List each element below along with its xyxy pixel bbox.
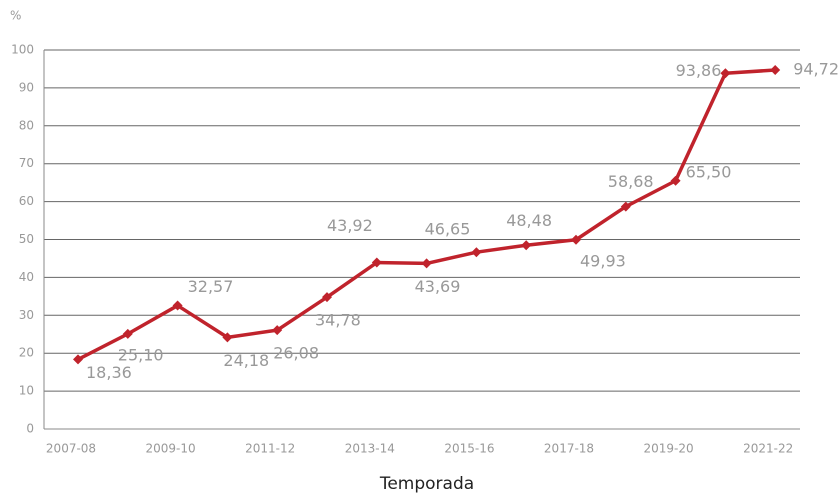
data-label: 58,68 [608,172,654,191]
y-tick-label: 20 [19,346,34,360]
y-tick-label: 10 [19,384,34,398]
data-label: 34,78 [315,311,361,330]
x-tick-label: 2013-14 [345,442,395,456]
y-tick-label: 0 [26,422,34,436]
data-label: 94,72 [793,60,838,79]
data-label: 24,18 [223,351,269,370]
data-label: 43,69 [415,277,461,296]
y-tick-label: 40 [19,270,34,284]
point-marker [720,68,731,79]
point-marker [471,247,482,258]
point-marker [222,332,233,343]
point-marker [122,328,133,339]
point-marker [770,65,781,76]
y-tick-label: 90 [19,80,34,94]
point-marker [571,234,581,245]
data-label: 32,57 [188,277,234,296]
data-label: 26,08 [273,344,319,363]
point-marker [172,300,183,311]
x-tick-label: 2007-08 [46,442,96,456]
x-tick-label: 2011-12 [245,442,295,456]
data-label: 18,36 [86,363,132,382]
y-tick-label: 50 [19,232,34,246]
point-marker [670,175,681,186]
data-label: 25,10 [118,345,164,364]
y-unit: % [10,9,21,23]
y-tick-label: 60 [19,194,34,208]
x-tick-label: 2009-10 [146,442,196,456]
y-tick-label: 70 [19,156,34,170]
point-marker [421,258,432,269]
point-marker [371,257,382,268]
point-marker [272,325,283,336]
x-axis-title: Temporada [379,474,474,494]
data-label: 46,65 [425,220,471,239]
y-tick-label: 30 [19,308,34,322]
point-marker [73,354,83,365]
x-tick-label: 2017-18 [544,442,594,456]
x-tick-label: 2015-16 [444,442,494,456]
point-marker [521,240,532,251]
data-label: 65,50 [686,162,732,181]
series-line [77,68,776,361]
x-tick-label: 2019-20 [644,442,694,456]
y-tick-label: 80 [19,118,34,132]
point-marker [620,201,631,212]
data-label: 93,86 [676,61,722,80]
data-label: 49,93 [580,251,626,270]
point-marker [322,292,332,303]
y-tick-label: 100 [11,43,34,57]
data-label: 48,48 [506,211,552,230]
x-tick-label: 2021-22 [743,442,793,456]
data-label: 43,92 [327,216,373,235]
